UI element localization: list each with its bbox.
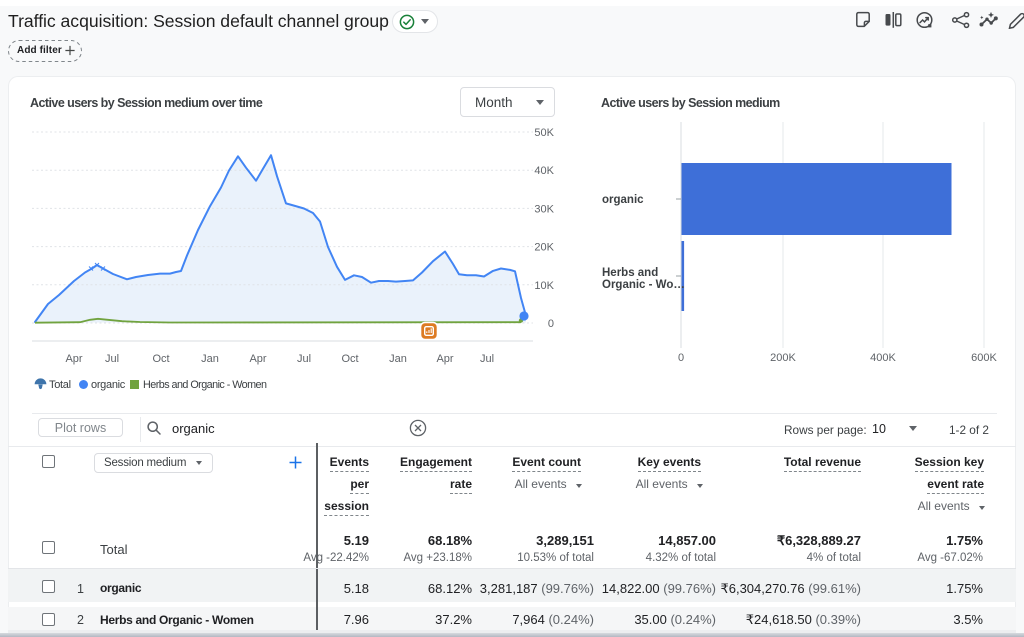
svg-text:Apr: Apr <box>436 353 453 365</box>
svg-text:0: 0 <box>548 318 554 330</box>
svg-text:Jan: Jan <box>389 353 407 365</box>
svg-text:600K: 600K <box>971 352 997 364</box>
svg-text:Jan: Jan <box>201 353 219 365</box>
svg-text:50K: 50K <box>534 127 554 139</box>
svg-text:400K: 400K <box>870 352 896 364</box>
svg-text:Oct: Oct <box>341 353 358 365</box>
svg-text:40K: 40K <box>534 165 554 177</box>
svg-text:Jul: Jul <box>297 353 311 365</box>
svg-text:Jul: Jul <box>105 353 119 365</box>
svg-text:10K: 10K <box>534 280 554 292</box>
svg-text:Herbs and: Herbs and <box>602 267 658 279</box>
svg-text:Apr: Apr <box>249 353 266 365</box>
svg-text:20K: 20K <box>534 242 554 254</box>
svg-text:200K: 200K <box>770 352 796 364</box>
svg-text:Jul: Jul <box>480 353 494 365</box>
svg-text:organic: organic <box>602 194 644 206</box>
svg-text:Apr: Apr <box>65 353 82 365</box>
svg-text:30K: 30K <box>534 203 554 215</box>
svg-text:0: 0 <box>678 352 684 364</box>
svg-text:Organic - Wo…: Organic - Wo… <box>602 279 685 291</box>
svg-text:Oct: Oct <box>152 353 169 365</box>
